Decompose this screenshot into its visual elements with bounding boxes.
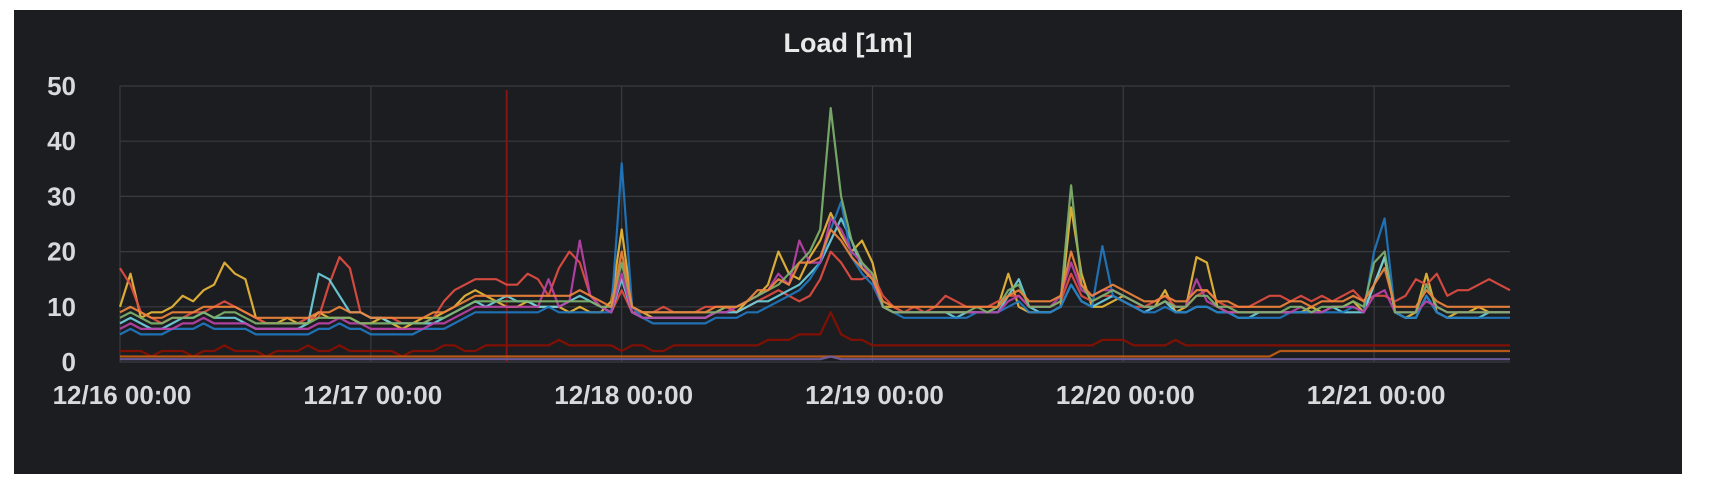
y-tick-label: 20 <box>47 237 76 267</box>
y-tick-label: 10 <box>47 292 76 322</box>
x-tick-label: 12/19 00:00 <box>805 380 944 410</box>
series-line <box>120 355 1510 361</box>
x-tick-label: 12/16 00:00 <box>53 380 192 410</box>
series-line <box>119 162 1510 336</box>
chart-title: Load [1m] <box>783 28 913 58</box>
series-line <box>120 349 1510 358</box>
x-tick-label: 12/21 00:00 <box>1307 380 1446 410</box>
chart-panel: Load [1m] 0 10 20 30 40 50 12/16 00:00 12/17 00… <box>14 10 1682 474</box>
y-tick-label: 30 <box>47 181 76 211</box>
load-chart: 0 10 20 30 40 50 12/16 00:00 12/17 00:00 12/18 0… <box>47 71 1511 410</box>
series-line <box>119 250 1511 325</box>
series-line <box>120 311 1510 358</box>
y-tick-label: 50 <box>47 71 76 101</box>
y-tick-label: 40 <box>47 126 76 156</box>
x-tick-label: 12/20 00:00 <box>1056 380 1195 410</box>
series-line <box>119 228 1510 319</box>
x-tick-label: 12/17 00:00 <box>303 380 442 410</box>
y-tick-label: 0 <box>62 347 76 377</box>
x-tick-label: 12/18 00:00 <box>554 380 693 410</box>
series-line <box>119 107 1510 325</box>
